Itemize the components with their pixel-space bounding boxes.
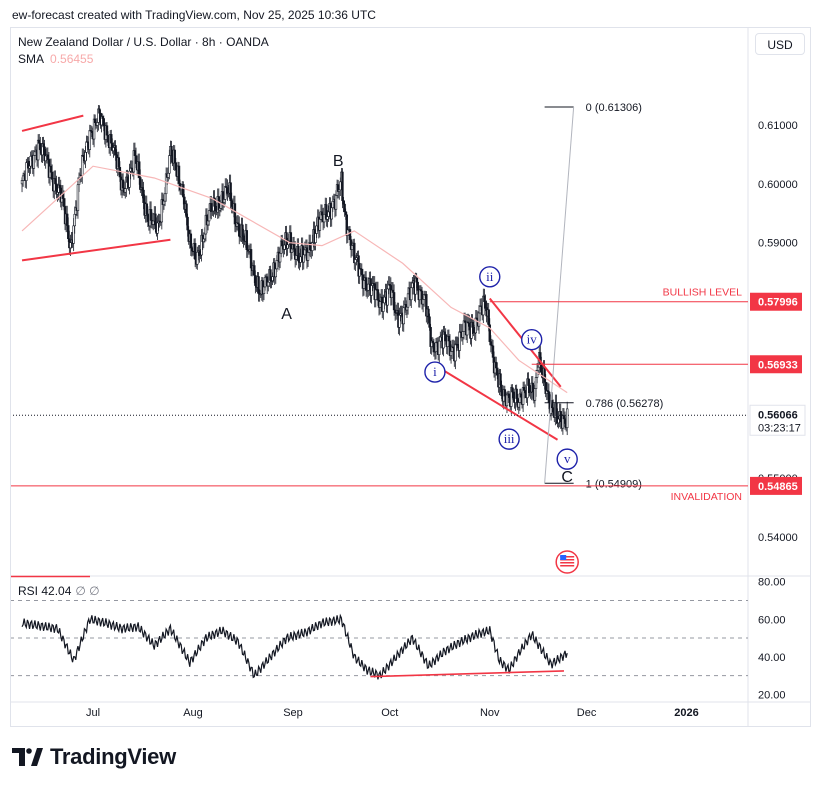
- rsi-tick-label: 60.00: [758, 614, 786, 626]
- wedge-lower-line: [431, 362, 559, 441]
- symbol-title[interactable]: New Zealand Dollar / U.S. Dollar · 8h · …: [18, 35, 269, 49]
- rsi-params: ∅ ∅: [75, 584, 100, 598]
- rsi-value: 42.04: [41, 584, 72, 598]
- price-tick-label: 0.60000: [758, 179, 798, 191]
- fib-level-label: 0.786 (0.56278): [586, 398, 664, 410]
- last-price-badge: [749, 404, 806, 436]
- time-tick-label: Dec: [577, 707, 597, 719]
- chart-frame: [10, 27, 811, 727]
- brand-name: TradingView: [50, 744, 176, 769]
- wave-label-circle: [479, 266, 501, 288]
- wave-label: A: [281, 306, 292, 323]
- time-tick-label: Sep: [283, 707, 303, 719]
- flag-stripe: [560, 562, 575, 564]
- wave-label: iv: [527, 332, 538, 347]
- tradingview-logo-icon: [12, 746, 44, 768]
- time-tick-label: Nov: [480, 707, 500, 719]
- channel-top-line: [21, 114, 84, 132]
- rsi-label: RSI: [18, 584, 39, 598]
- flag-stripe: [560, 559, 575, 561]
- sma-legend[interactable]: SMA 0.56455: [18, 52, 93, 66]
- sma-label: SMA: [18, 52, 45, 66]
- sma-line: [21, 165, 568, 394]
- wave-label-circle: [521, 329, 543, 351]
- level-note-label: BULLISH LEVEL: [663, 287, 743, 299]
- price-tick-label: 0.61000: [758, 120, 798, 132]
- fib-trend-line: [544, 107, 575, 484]
- level-price-badge: [750, 355, 802, 374]
- rsi-divergence-line: [370, 670, 564, 678]
- wave-label: i: [433, 364, 437, 379]
- time-tick-label: Aug: [183, 707, 203, 719]
- level-price-badge: [750, 476, 802, 495]
- time-tick-label: Oct: [381, 707, 398, 719]
- wave-label: iii: [504, 431, 515, 446]
- wave-label: B: [333, 153, 344, 170]
- rsi-tick-label: 40.00: [758, 652, 786, 664]
- attribution-text: ew-forecast created with TradingView.com…: [12, 8, 376, 22]
- level-note-label: INVALIDATION: [671, 491, 742, 503]
- price-tick-label: 0.54000: [758, 532, 798, 544]
- rsi-legend[interactable]: RSI 42.04 ∅ ∅: [18, 584, 100, 598]
- currency-button[interactable]: USD: [755, 33, 805, 55]
- rsi-line: [21, 613, 568, 680]
- channel-bottom-line: [21, 238, 171, 262]
- wave-label: ii: [486, 269, 494, 284]
- fib-level-label: 0 (0.61306): [586, 102, 642, 114]
- wave-label-circle: [556, 448, 578, 470]
- wave-label: v: [564, 451, 571, 466]
- rsi-tick-label: 20.00: [758, 689, 786, 701]
- wave-label-circle: [424, 361, 446, 383]
- tradingview-logo[interactable]: TradingView: [12, 744, 176, 770]
- level-price-label: 0.57996: [758, 297, 798, 309]
- last-price-value: 0.56066: [758, 409, 798, 421]
- level-price-badge: [750, 292, 802, 311]
- countdown-timer: 03:23:17: [758, 422, 801, 434]
- wave-label: C: [561, 469, 573, 486]
- level-price-label: 0.56933: [758, 359, 798, 371]
- level-price-label: 0.54865: [758, 481, 798, 493]
- time-tick-label: 2026: [674, 707, 698, 719]
- fib-level-label: 1 (0.54909): [586, 478, 642, 490]
- rsi-tick-label: 80.00: [758, 577, 786, 589]
- candle-body: [565, 408, 569, 428]
- time-tick-label: Jul: [86, 707, 100, 719]
- sma-value: 0.56455: [50, 52, 94, 66]
- flag-stripe: [560, 565, 575, 567]
- wave-label-circle: [498, 428, 520, 450]
- flag-canton: [560, 555, 567, 560]
- price-tick-label: 0.59000: [758, 238, 798, 250]
- flag-stripe: [560, 556, 575, 558]
